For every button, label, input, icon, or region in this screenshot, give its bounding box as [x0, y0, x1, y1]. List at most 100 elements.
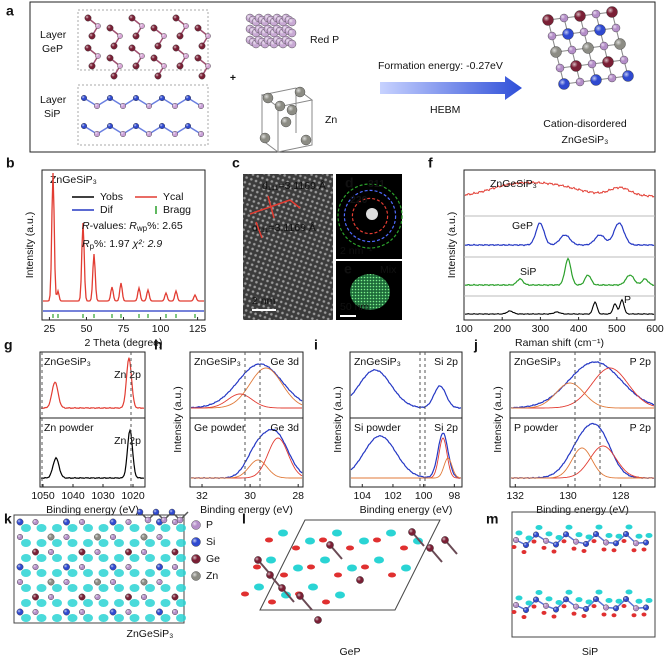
atom-shine: [155, 43, 159, 47]
atom-shine: [301, 135, 308, 142]
atom-shine: [107, 25, 111, 29]
charge-depletion: [581, 613, 587, 618]
atom-shine: [441, 536, 447, 542]
charge-density: [145, 614, 155, 622]
structure-caption: SiP: [582, 646, 598, 658]
x-tick-label: 1040: [61, 490, 85, 502]
r-sub: p: [90, 242, 95, 251]
atom-shine: [117, 63, 121, 67]
charge-density: [129, 599, 140, 607]
charge-density: [98, 584, 109, 592]
charge-depletion: [601, 612, 607, 617]
atom-shine: [133, 63, 137, 67]
charge-density: [52, 569, 62, 577]
charge-density: [160, 524, 171, 532]
spectrum-curve: [464, 257, 655, 287]
charge-density: [625, 524, 633, 530]
fit-curve: [511, 447, 654, 479]
atom-shine: [63, 609, 68, 613]
charge-density: [114, 554, 124, 562]
charge-density: [565, 589, 573, 595]
x-axis-label: Binding energy (eV): [536, 504, 629, 516]
charge-density: [67, 569, 78, 577]
charge-density: [67, 584, 78, 592]
atom-shine: [568, 46, 574, 52]
charge-density: [585, 534, 593, 540]
fit-curve: [191, 393, 302, 409]
charge-depletion: [631, 613, 637, 618]
atom-shine: [172, 549, 176, 553]
sample-label: ZnGeSiP₃: [194, 356, 241, 368]
charge-density: [129, 539, 140, 547]
atom-shine: [85, 45, 89, 49]
charge-density: [52, 539, 62, 547]
atom-shine: [183, 53, 187, 57]
atom-shine: [260, 133, 267, 140]
charge-density: [615, 598, 623, 604]
atom-shine: [643, 605, 647, 609]
charge-depletion: [531, 539, 537, 544]
atom-shine: [172, 594, 176, 598]
sample-label: Si powder: [354, 422, 401, 434]
atom-shine: [94, 131, 98, 135]
refinement-text: Rp%: 1.97 χ²: 2.9: [82, 238, 162, 251]
charge-density: [347, 564, 357, 572]
charge-density: [83, 584, 93, 592]
atom-shine: [288, 29, 294, 35]
plot-frame: [463, 169, 656, 321]
atom-shine: [263, 93, 270, 100]
charge-density: [645, 533, 653, 539]
x-tick-label: 130: [559, 490, 577, 502]
charge-density: [21, 539, 31, 547]
atom-shine: [643, 540, 647, 544]
top-spectrum: [511, 361, 654, 409]
charge-depletion: [621, 604, 627, 609]
charge-depletion: [307, 564, 315, 570]
charge-density: [278, 529, 288, 537]
atom-shine: [156, 579, 161, 583]
charge-density: [98, 524, 109, 532]
legend-label: Bragg: [163, 204, 191, 216]
atom-shine: [139, 53, 143, 57]
atom-shine: [133, 123, 137, 127]
atom-shine: [156, 519, 161, 523]
charge-density: [525, 600, 533, 606]
atom-shine: [32, 549, 37, 553]
fit-curve: [511, 382, 654, 409]
plot-frame: [509, 351, 656, 488]
r-letter: R: [129, 220, 137, 232]
atom-shine: [603, 604, 607, 609]
atom-shine: [159, 123, 163, 127]
x-tick-label: 400: [570, 323, 588, 335]
charge-density: [67, 614, 78, 622]
charge-depletion: [292, 545, 300, 551]
fit-curve: [511, 445, 654, 479]
atom-shine: [408, 528, 414, 534]
atom-shine: [356, 576, 362, 582]
legend-label: Zn: [206, 570, 218, 582]
charge-depletion: [253, 564, 261, 570]
charge-density: [515, 595, 523, 601]
charge-density: [145, 569, 155, 577]
sample-label: ZnGeSiP₃: [514, 356, 561, 368]
plot-frame: [349, 351, 463, 488]
atom-shine: [623, 531, 627, 535]
atom-shine: [191, 520, 198, 527]
atom-shine: [592, 10, 598, 16]
atom-shine: [125, 519, 130, 523]
scale-label: 2 nm⁻¹: [340, 245, 373, 257]
charge-density: [114, 569, 124, 577]
x-tick-label: 102: [384, 490, 402, 502]
charge-density: [83, 599, 93, 607]
atom-shine: [573, 539, 577, 543]
charge-density: [52, 614, 62, 622]
atom-shine: [288, 18, 294, 24]
x-tick-label: 100: [415, 490, 433, 502]
charge-depletion: [541, 610, 547, 615]
charge-depletion: [591, 539, 597, 544]
charge-density: [525, 535, 533, 541]
x-tick-label: 100: [455, 323, 473, 335]
y-axis-label: Intensity (a.u.): [492, 386, 504, 453]
atom-shine: [79, 594, 83, 598]
lattice-spacing: d₁₁₁=3.1169 Å: [252, 221, 316, 234]
